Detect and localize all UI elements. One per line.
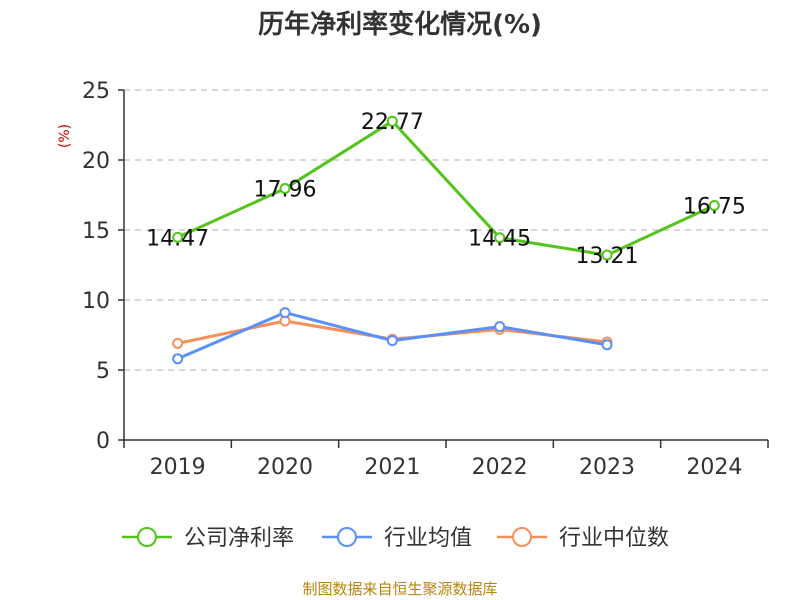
data-label: 16.75 — [683, 195, 746, 220]
x-tick-label: 2020 — [257, 455, 313, 480]
y-tick-label: 25 — [82, 79, 110, 104]
x-tick-label: 2023 — [579, 455, 635, 480]
data-point — [172, 231, 184, 243]
data-label: 14.47 — [146, 226, 209, 251]
data-point — [279, 183, 291, 195]
data-point — [601, 339, 613, 351]
y-tick-label: 15 — [82, 219, 110, 244]
data-point — [494, 232, 506, 244]
data-point — [172, 337, 184, 349]
data-label: 13.21 — [576, 244, 639, 269]
x-tick-label: 2022 — [472, 455, 528, 480]
data-label: 14.45 — [468, 227, 531, 252]
y-tick-label: 5 — [96, 359, 110, 384]
data-label: 17.96 — [254, 178, 317, 203]
y-tick-label: 10 — [82, 289, 110, 314]
data-point — [172, 353, 184, 365]
legend-label: 行业均值 — [384, 526, 472, 551]
data-point — [708, 200, 720, 211]
data-point — [494, 321, 506, 333]
legend-marker — [337, 527, 357, 547]
legend-label: 行业中位数 — [559, 526, 669, 551]
chart-title: 历年净利率变化情况(%) — [258, 10, 542, 40]
data-point — [386, 115, 398, 127]
data-label: 22.77 — [361, 110, 424, 135]
data-point — [279, 307, 291, 319]
x-tick-label: 2021 — [364, 455, 420, 480]
series-line — [177, 119, 715, 257]
legend-marker — [512, 527, 532, 547]
y-tick-label: 0 — [96, 429, 110, 454]
x-tick-label: 2019 — [150, 455, 206, 480]
data-source-note: 制图数据来自恒生聚源数据库 — [302, 580, 498, 598]
data-point — [601, 249, 613, 261]
legend-label: 公司净利率 — [184, 526, 294, 551]
legend-marker — [137, 527, 157, 547]
x-tick-label: 2024 — [686, 455, 742, 480]
data-point — [386, 335, 398, 347]
y-tick-label: 20 — [82, 149, 110, 174]
